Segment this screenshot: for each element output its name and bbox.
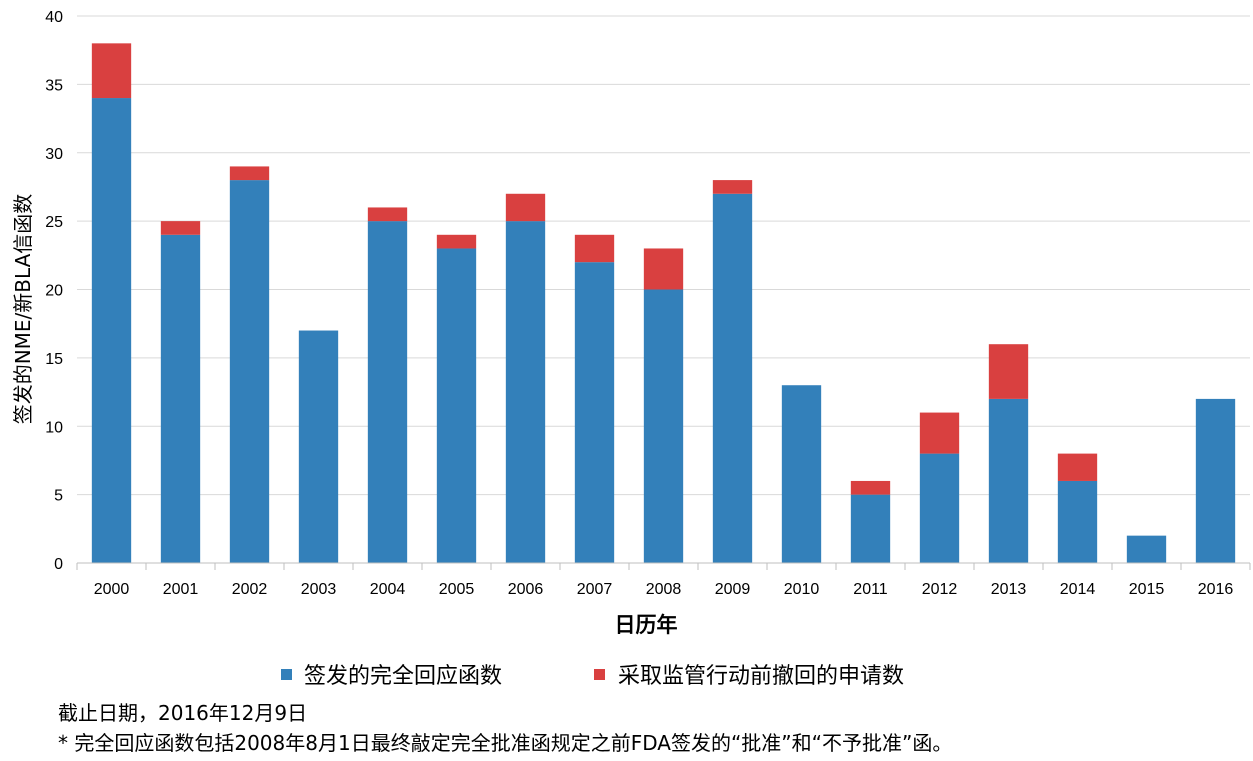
bar-2002-series-1 bbox=[229, 166, 270, 181]
bar-2007-series-1 bbox=[574, 234, 615, 263]
bar-2003-series-0 bbox=[298, 330, 339, 563]
bar-2013-series-0 bbox=[988, 398, 1029, 563]
bar-2008-series-1 bbox=[643, 248, 684, 290]
y-tick-label-0: 0 bbox=[54, 556, 63, 573]
bar-2005-series-0 bbox=[436, 248, 477, 563]
bar-2010-series-0 bbox=[781, 385, 822, 563]
x-tick-label-2006: 2006 bbox=[508, 581, 544, 598]
legend-swatch-complete-response bbox=[281, 669, 292, 680]
bar-2016-series-0 bbox=[1195, 398, 1236, 563]
bar-2015-series-0 bbox=[1126, 535, 1167, 563]
x-axis-label: 日历年 bbox=[615, 613, 678, 637]
footnote: * 完全回应函数包括2008年8月1日最终敲定完全批准函规定之前FDA签发的“批… bbox=[58, 731, 953, 755]
bar-2011-series-1 bbox=[850, 480, 891, 495]
bar-2001-series-1 bbox=[160, 221, 201, 235]
y-tick-label-25: 25 bbox=[45, 214, 63, 231]
y-tick-labels: 0 5 10 15 20 25 30 35 40 bbox=[45, 9, 63, 573]
x-tick-label-2002: 2002 bbox=[232, 581, 268, 598]
x-tick-label-2008: 2008 bbox=[646, 581, 682, 598]
bar-2001-series-0 bbox=[160, 234, 201, 564]
y-tick-label-5: 5 bbox=[54, 488, 63, 505]
x-tick-label-2009: 2009 bbox=[715, 581, 751, 598]
x-tick-labels: 2000 2001 2002 2003 2004 2005 2006 2007 2008 2009… bbox=[94, 581, 1234, 598]
bar-2014-series-1 bbox=[1057, 453, 1098, 481]
y-tick-label-20: 20 bbox=[45, 283, 63, 300]
bar-2005-series-1 bbox=[436, 234, 477, 249]
x-tick-label-2004: 2004 bbox=[370, 581, 406, 598]
bar-2002-series-0 bbox=[229, 180, 270, 563]
bar-2008-series-0 bbox=[643, 289, 684, 563]
bar-2006-series-1 bbox=[505, 193, 546, 222]
bar-2009-series-1 bbox=[712, 180, 753, 194]
legend-label-withdrawn: 采取监管行动前撤回的申请数 bbox=[618, 664, 904, 689]
x-tick-label-2005: 2005 bbox=[439, 581, 475, 598]
bar-2009-series-0 bbox=[712, 193, 753, 563]
y-tick-label-10: 10 bbox=[45, 419, 63, 436]
legend: 签发的完全回应函数 采取监管行动前撤回的申请数 bbox=[281, 664, 904, 689]
legend-swatch-withdrawn bbox=[594, 669, 605, 680]
bar-2006-series-0 bbox=[505, 221, 546, 563]
x-tick-label-2010: 2010 bbox=[784, 581, 820, 598]
bar-2004-series-0 bbox=[367, 221, 408, 563]
bars bbox=[91, 43, 1236, 564]
bar-2011-series-0 bbox=[850, 494, 891, 563]
cutoff-date-note: 截止日期，2016年12月9日 bbox=[58, 701, 308, 725]
bar-2000-series-1 bbox=[91, 43, 132, 99]
bar-2000-series-0 bbox=[91, 98, 132, 564]
legend-label-complete-response: 签发的完全回应函数 bbox=[304, 664, 502, 689]
x-tick-label-2011: 2011 bbox=[853, 581, 888, 598]
bar-2004-series-1 bbox=[367, 207, 408, 222]
x-tick-label-2012: 2012 bbox=[922, 581, 958, 598]
y-tick-label-40: 40 bbox=[45, 9, 63, 26]
bar-2012-series-0 bbox=[919, 453, 960, 563]
x-tick-label-2003: 2003 bbox=[301, 581, 337, 598]
x-tick-label-2016: 2016 bbox=[1198, 581, 1234, 598]
x-tick-label-2015: 2015 bbox=[1129, 581, 1165, 598]
bar-2013-series-1 bbox=[988, 344, 1029, 399]
y-tick-label-30: 30 bbox=[45, 146, 63, 163]
bar-2012-series-1 bbox=[919, 412, 960, 454]
bar-2007-series-0 bbox=[574, 262, 615, 563]
x-tick-label-2013: 2013 bbox=[991, 581, 1027, 598]
y-tick-label-15: 15 bbox=[45, 351, 63, 368]
x-tick-label-2007: 2007 bbox=[577, 581, 613, 598]
x-tick-label-2000: 2000 bbox=[94, 581, 130, 598]
y-tick-label-35: 35 bbox=[45, 77, 63, 94]
x-tick-label-2001: 2001 bbox=[163, 581, 199, 598]
bar-2014-series-0 bbox=[1057, 480, 1098, 563]
y-axis-label: 签发的NME/新BLA信函数 bbox=[11, 194, 35, 425]
x-tick-label-2014: 2014 bbox=[1060, 581, 1096, 598]
x-axis bbox=[76, 562, 1251, 570]
